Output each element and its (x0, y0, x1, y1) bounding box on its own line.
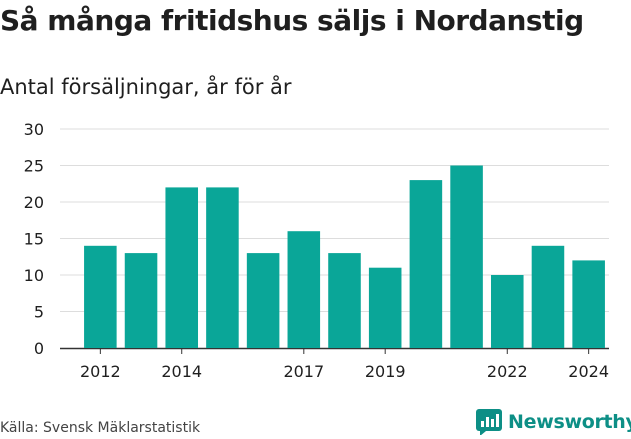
x-tick-label: 2012 (80, 362, 121, 381)
y-tick-label: 20 (24, 193, 44, 212)
bar-2015 (206, 187, 239, 348)
x-axis-ticks: 2012 2014 2017 2019 2022 2024 (80, 348, 609, 381)
y-tick-label: 15 (24, 230, 44, 249)
bar-2017 (287, 231, 321, 348)
y-tick-label: 30 (24, 120, 44, 139)
x-tick-label: 2022 (487, 362, 528, 381)
x-tick-label: 2024 (568, 362, 609, 381)
bar-2018 (328, 253, 361, 348)
chart-subtitle: Antal försäljningar, år för år (0, 75, 292, 99)
x-tick-label: 2014 (161, 362, 202, 381)
source-note: Källa: Svensk Mäklarstatistik (0, 420, 201, 436)
brand-name: Newsworthy (508, 411, 631, 433)
bar-2014 (165, 187, 199, 348)
newsworthy-logo-icon (476, 409, 502, 435)
bar-2023 (531, 245, 565, 348)
x-tick-label: 2017 (283, 362, 324, 381)
y-tick-label: 10 (24, 266, 44, 285)
bar-2013 (124, 253, 158, 348)
bar-2019 (368, 267, 402, 348)
y-tick-label: 5 (34, 303, 44, 322)
y-axis-ticks: 0 5 10 15 20 25 30 (24, 120, 44, 358)
bar-2016 (246, 253, 280, 348)
bar-2022 (490, 275, 524, 348)
bar-2020 (409, 180, 443, 348)
bar-2021 (450, 165, 483, 348)
bar-2024 (572, 260, 605, 348)
chart-title: Så många fritidshus säljs i Nordanstig (0, 4, 584, 37)
newsworthy-brand: Newsworthy (476, 408, 631, 436)
y-tick-label: 25 (24, 157, 44, 176)
bars (84, 165, 605, 348)
x-tick-label: 2019 (365, 362, 406, 381)
y-tick-label: 0 (34, 339, 44, 358)
bar-2012 (84, 245, 117, 348)
